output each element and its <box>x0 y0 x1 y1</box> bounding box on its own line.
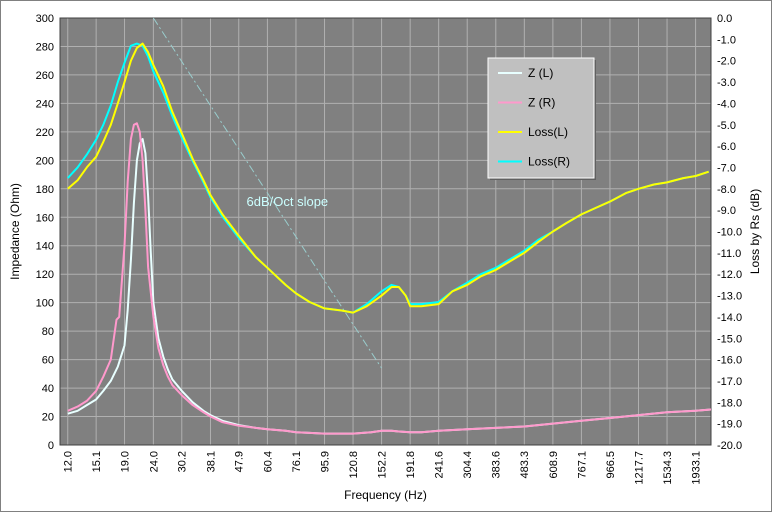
y-right-tick-label: -6.0 <box>717 141 736 153</box>
y-left-tick-label: 180 <box>36 184 54 196</box>
legend-label: Loss(L) <box>528 125 568 139</box>
x-tick-label: 30.2 <box>177 451 189 472</box>
y-right-tick-label: -3.0 <box>717 77 736 89</box>
y-left-tick-label: 300 <box>36 13 54 25</box>
x-tick-label: 966.5 <box>605 451 617 479</box>
y-right-tick-label: -4.0 <box>717 98 736 110</box>
x-tick-label: 38.1 <box>205 451 217 472</box>
y-right-axis-label: Loss by Rs (dB) <box>748 189 762 274</box>
y-right-tick-label: -12.0 <box>717 269 742 281</box>
y-right-tick-label: -20.0 <box>717 440 742 452</box>
plot-area <box>60 18 711 445</box>
y-right-tick-label: -18.0 <box>717 397 742 409</box>
y-left-tick-label: 220 <box>36 127 54 139</box>
x-tick-label: 152.2 <box>376 451 388 479</box>
series-line-loss-l <box>67 42 710 314</box>
y-left-tick-label: 160 <box>36 212 54 224</box>
y-right-tick-label: -11.0 <box>717 248 741 260</box>
y-right-tick-label: -2.0 <box>717 56 736 68</box>
y-right-tick-label: 0.0 <box>717 13 732 25</box>
legend-label: Z (R) <box>528 96 555 110</box>
legend-box <box>487 57 595 179</box>
x-tick-label: 120.8 <box>348 451 360 479</box>
y-left-tick-label: 0 <box>48 440 54 452</box>
y-right-tick-label: -8.0 <box>717 184 736 196</box>
x-tick-label: 60.4 <box>262 451 274 472</box>
x-tick-label: 76.1 <box>291 451 303 472</box>
y-left-tick-label: 20 <box>42 412 54 424</box>
x-tick-label: 1933.1 <box>690 451 702 485</box>
y-right-tick-label: -15.0 <box>717 333 742 345</box>
y-right-tick-label: -19.0 <box>717 419 742 431</box>
y-left-tick-label: 200 <box>36 155 54 167</box>
y-left-tick-label: 260 <box>36 70 54 82</box>
x-tick-label: 15.1 <box>91 451 103 472</box>
x-tick-label: 241.6 <box>434 451 446 479</box>
y-right-tick-label: -7.0 <box>717 162 736 174</box>
series-line-z-r <box>67 122 711 435</box>
x-tick-label: 47.9 <box>234 451 246 472</box>
legend-label: Z (L) <box>528 66 553 80</box>
y-left-axis-label: Impedance (Ohm) <box>8 183 22 280</box>
x-tick-label: 608.9 <box>548 451 560 479</box>
x-tick-label: 767.1 <box>576 451 588 479</box>
y-right-tick-label: -17.0 <box>717 376 742 388</box>
slope-annotation: 6dB/Oct slope <box>247 194 329 209</box>
x-tick-label: 1217.7 <box>633 451 645 485</box>
slope-line <box>152 17 383 369</box>
x-tick-label: 483.3 <box>519 451 531 479</box>
y-left-tick-label: 280 <box>36 41 54 53</box>
y-left-tick-label: 40 <box>42 383 54 395</box>
x-tick-label: 12.0 <box>63 451 75 472</box>
y-left-tick-label: 120 <box>36 269 54 281</box>
legend-label: Loss(R) <box>528 155 570 169</box>
y-right-tick-label: -5.0 <box>717 120 736 132</box>
y-right-tick-label: -13.0 <box>717 291 742 303</box>
plot-border <box>59 17 712 446</box>
x-axis-label: Frequency (Hz) <box>344 488 427 502</box>
y-right-tick-label: -10.0 <box>717 227 742 239</box>
y-right-tick-label: -1.0 <box>717 34 736 46</box>
x-tick-label: 1534.3 <box>662 451 674 485</box>
y-right-tick-label: -9.0 <box>717 205 736 217</box>
y-left-tick-label: 80 <box>42 326 54 338</box>
x-tick-label: 95.9 <box>319 451 331 472</box>
y-left-tick-label: 100 <box>36 298 54 310</box>
y-left-tick-label: 140 <box>36 241 54 253</box>
x-tick-label: 19.0 <box>119 451 131 472</box>
x-tick-label: 383.6 <box>491 451 503 479</box>
legend: Z (L) Z (R) Loss(L) Loss(R) <box>487 57 596 180</box>
x-tick-label: 191.8 <box>405 451 417 479</box>
y-left-tick-label: 240 <box>36 98 54 110</box>
y-right-tick-label: -14.0 <box>717 312 742 324</box>
y-left-tick-label: 60 <box>42 355 54 367</box>
y-right-tick-label: -16.0 <box>717 355 742 367</box>
x-tick-label: 304.4 <box>462 451 474 479</box>
x-tick-label: 24.0 <box>148 451 160 472</box>
